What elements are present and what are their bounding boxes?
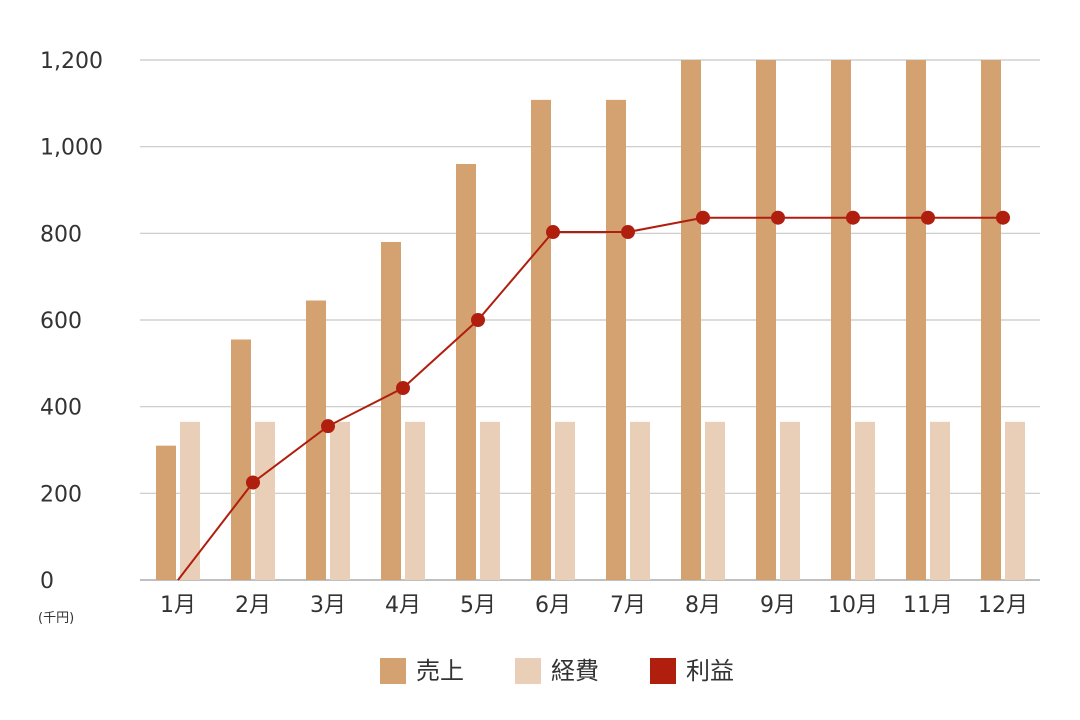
y-tick-label: 1,200 xyxy=(40,49,103,74)
y-tick-label: 800 xyxy=(40,222,82,247)
bar-sales xyxy=(756,60,776,580)
x-tick-label: 5月 xyxy=(460,593,496,618)
x-tick-label: 7月 xyxy=(610,593,646,618)
x-tick-label: 4月 xyxy=(385,593,421,618)
x-tick-label: 1月 xyxy=(160,593,196,618)
bar-sales xyxy=(531,99,551,580)
profit-line xyxy=(177,210,1010,581)
x-tick-label: 9月 xyxy=(760,593,796,618)
bar-expenses xyxy=(555,421,575,580)
bar-expenses xyxy=(255,421,275,580)
bar-expenses xyxy=(405,421,425,580)
profit-point xyxy=(546,225,560,240)
bar-sales xyxy=(306,300,326,580)
profit-point xyxy=(996,210,1010,225)
bar-sales xyxy=(681,60,701,580)
x-tick-label: 11月 xyxy=(903,593,953,618)
profit-point xyxy=(321,419,335,434)
bar-expenses xyxy=(330,421,350,580)
bar-sales xyxy=(831,60,851,580)
bar-sales xyxy=(381,242,401,580)
profit-point xyxy=(696,210,710,225)
legend-label: 経費 xyxy=(551,657,599,685)
y-tick-label: 200 xyxy=(40,482,82,507)
legend-swatch xyxy=(380,658,406,684)
legend-label: 利益 xyxy=(686,657,734,685)
bar-expenses xyxy=(780,421,800,580)
legend-swatch xyxy=(650,658,676,684)
profit-line-path xyxy=(177,216,1003,581)
legend-label: 売上 xyxy=(416,657,464,685)
y-tick-label: 400 xyxy=(40,396,82,421)
x-tick-label: 12月 xyxy=(978,593,1028,618)
profit-point xyxy=(471,313,485,327)
legend: 売上 経費 利益 xyxy=(380,657,734,685)
profit-point xyxy=(921,210,935,225)
bars xyxy=(156,60,1025,580)
bar-expenses xyxy=(930,421,950,580)
bar-expenses xyxy=(705,421,725,580)
x-axis: 1月 2月 3月 4月 5月 6月 7月 8月 9月 10月 11月 12月 xyxy=(160,593,1028,618)
bar-expenses xyxy=(630,421,650,580)
x-tick-label: 2月 xyxy=(235,593,271,618)
bar-sales xyxy=(231,339,251,580)
x-tick-label: 3月 xyxy=(310,593,346,618)
profit-point xyxy=(246,475,260,490)
profit-point xyxy=(396,381,410,396)
y-axis-unit-label: (千円) xyxy=(38,611,74,626)
legend-swatch xyxy=(515,658,541,684)
bar-sales xyxy=(456,164,476,580)
y-tick-label: 1,000 xyxy=(40,136,103,161)
x-tick-label: 6月 xyxy=(535,593,571,618)
x-tick-label: 8月 xyxy=(685,593,721,618)
bar-sales xyxy=(906,60,926,580)
bar-expenses xyxy=(855,421,875,580)
bar-sales xyxy=(156,445,176,580)
bar-expenses xyxy=(1005,421,1025,580)
profit-point xyxy=(771,210,785,225)
y-tick-label: 0 xyxy=(40,569,54,594)
bar-expenses xyxy=(180,421,200,580)
x-tick-label: 10月 xyxy=(828,593,878,618)
profit-point xyxy=(621,225,635,240)
profit-point xyxy=(846,210,860,225)
bar-sales xyxy=(606,99,626,580)
grid-lines xyxy=(140,59,1040,581)
bar-expenses xyxy=(480,421,500,580)
y-tick-label: 600 xyxy=(40,309,82,334)
bar-sales xyxy=(981,60,1001,580)
y-axis: 0 200 400 600 800 1,000 1,200 xyxy=(40,49,103,594)
